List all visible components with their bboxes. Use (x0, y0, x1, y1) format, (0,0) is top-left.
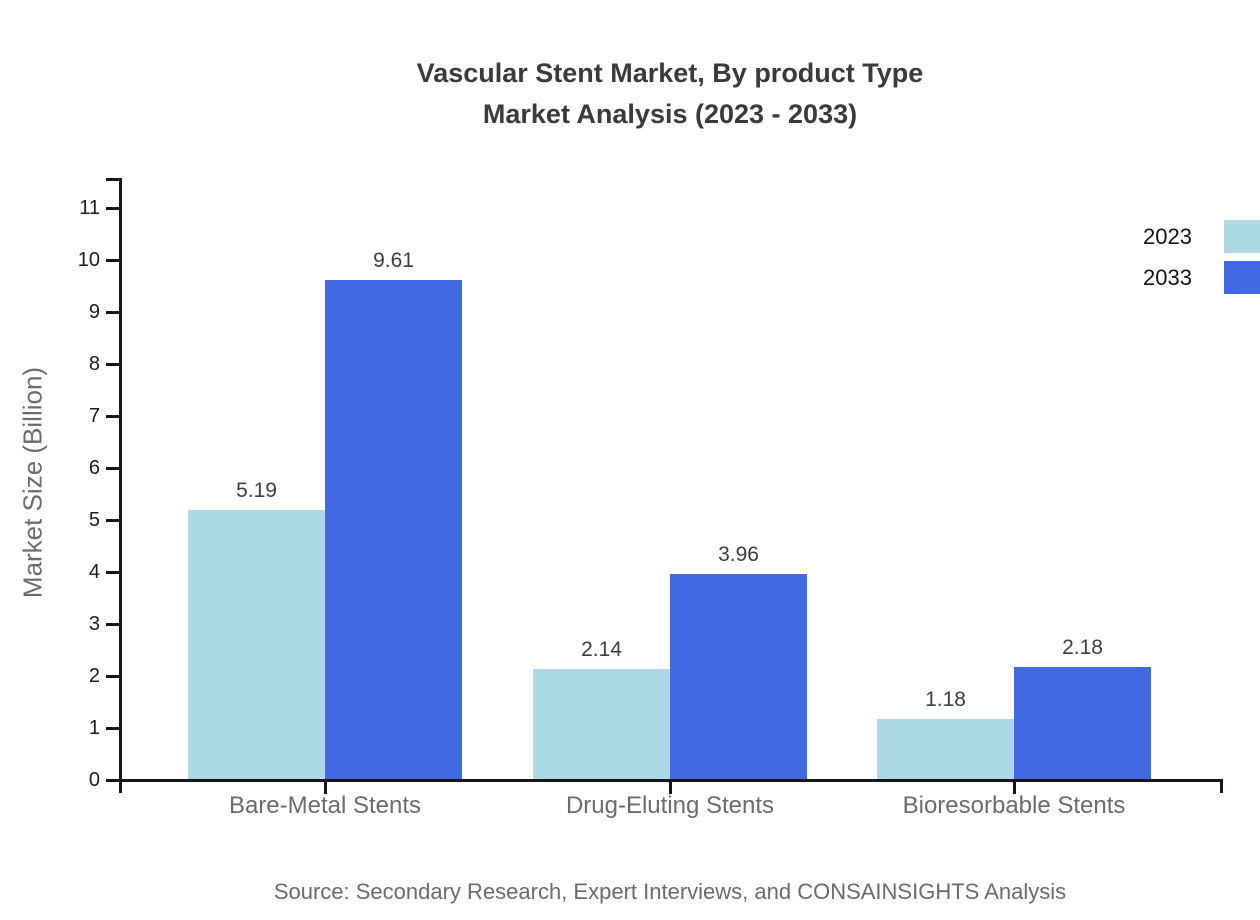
bar-value-label: 2.18 (1062, 636, 1103, 659)
bar-value-label: 2.14 (581, 638, 622, 661)
y-tick-label: 7 (88, 405, 100, 427)
y-tick-label: 9 (88, 301, 100, 323)
y-tick-mark (106, 518, 120, 522)
y-tick-label: 10 (77, 249, 100, 271)
y-tick-mark (106, 310, 120, 314)
y-tick-label: 8 (88, 353, 100, 375)
x-category-label: Bare-Metal Stents (228, 792, 422, 819)
bar-value-label: 1.18 (925, 688, 966, 711)
y-tick-label: 6 (88, 457, 100, 479)
y-tick-mark (106, 258, 120, 262)
y-tick-mark (106, 778, 120, 782)
y-tick-label: 5 (88, 509, 100, 531)
x-tick-mark (323, 780, 327, 794)
bar-2023-2 (877, 719, 1014, 780)
x-category-label: Bioresorbable Stents (902, 792, 1126, 819)
y-tick-mark (106, 466, 120, 470)
chart-title-line2: Market Analysis (2023 - 2033) (482, 99, 858, 129)
y-tick-mark (106, 674, 120, 678)
y-tick-label: 4 (88, 561, 100, 583)
legend-swatch-2023 (1224, 220, 1260, 253)
source-note: Source: Secondary Research, Expert Inter… (273, 879, 1067, 904)
x-axis-line (118, 778, 1223, 782)
bar-value-label: 3.96 (718, 543, 759, 566)
bar-value-label: 9.61 (373, 249, 414, 272)
x-tick-mark (1012, 780, 1016, 794)
y-tick-mark (106, 362, 120, 366)
y-tick-mark (106, 570, 120, 574)
bar-2033-2 (1014, 667, 1151, 780)
y-tick-label: 0 (88, 769, 100, 791)
y-tick-label: 3 (88, 613, 100, 635)
y-tick-label: 11 (79, 197, 100, 219)
x-category-label: Drug-Eluting Stents (565, 792, 775, 819)
legend-label-2023: 2023 (1143, 224, 1192, 249)
legend-label-2033: 2033 (1143, 265, 1192, 290)
y-tick-mark (106, 622, 120, 626)
chart-title-line1: Vascular Stent Market, By product Type (416, 58, 924, 88)
y-tick-mark (106, 206, 120, 210)
x-tick-mark (668, 780, 672, 794)
chart-title: Vascular Stent Market, By product Type M… (80, 53, 1260, 135)
x-axis-right-cap (1219, 778, 1223, 793)
bar-2023-1 (533, 669, 670, 780)
y-tick-label: 1 (88, 717, 100, 739)
y-tick-mark (106, 414, 120, 418)
y-axis-line (118, 178, 122, 793)
y-tick-mark (106, 726, 120, 730)
bar-2033-0 (325, 280, 462, 780)
bar-2023-0 (188, 510, 325, 780)
bar-value-label: 5.19 (236, 479, 277, 502)
y-axis-top-cap (106, 178, 121, 181)
bar-2033-1 (670, 574, 807, 780)
legend-swatch-2033 (1224, 261, 1260, 294)
y-tick-label: 2 (88, 665, 100, 687)
